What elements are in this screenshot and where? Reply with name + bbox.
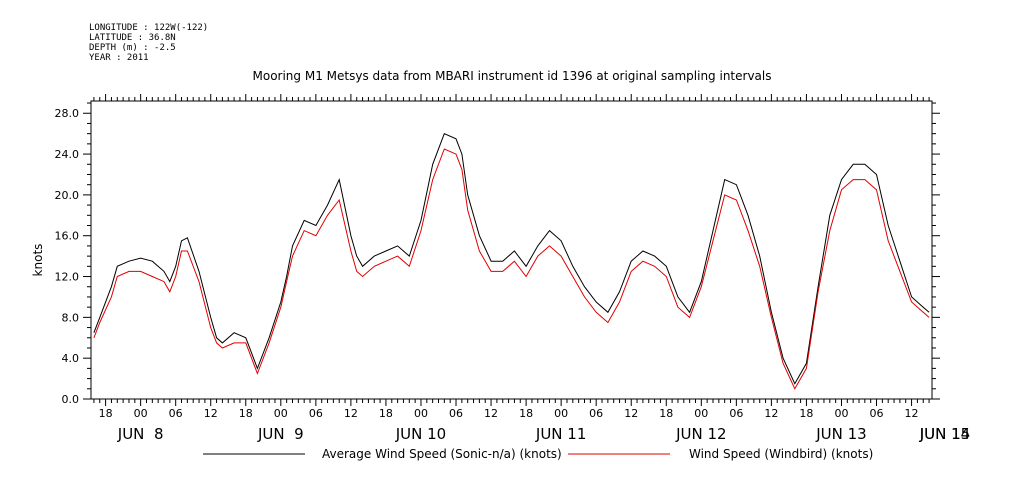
x-day-label: JUN 10 <box>395 425 446 443</box>
series-layer <box>93 133 930 390</box>
x-tick-label: 18 <box>519 407 533 420</box>
plot-frame <box>90 100 933 400</box>
x-tick-label: 00 <box>694 407 708 420</box>
x-tick-label: 06 <box>449 407 463 420</box>
x-day-label: JUN 14 <box>919 425 970 443</box>
x-tick-label: 12 <box>764 407 778 420</box>
y-tick-label: 0.0 <box>62 393 80 406</box>
x-tick-label: 18 <box>99 407 113 420</box>
x-tick-label: 12 <box>624 407 638 420</box>
x-day-label: JUN 13 <box>815 425 866 443</box>
x-tick-label: 00 <box>834 407 848 420</box>
x-tick-label: 06 <box>169 407 183 420</box>
x-tick-label: 12 <box>484 407 498 420</box>
x-tick-label: 06 <box>870 407 884 420</box>
y-tick-label: 20.0 <box>55 189 80 202</box>
x-day-label: JUN 12 <box>675 425 726 443</box>
x-tick-label: 06 <box>729 407 743 420</box>
x-tick-label: 12 <box>905 407 919 420</box>
y-tick-label: 4.0 <box>62 352 80 365</box>
x-tick-label: 18 <box>379 407 393 420</box>
meta-year: YEAR : 2011 <box>89 53 149 63</box>
y-axis-title: knots <box>31 244 45 277</box>
plot-axes: 0.0 4.0 8.0 12.0 16.0 20.0 24.0 28.0 18 00 06 12 18 0… <box>55 94 970 443</box>
x-tick-label: 00 <box>554 407 568 420</box>
x-tick-label: 18 <box>239 407 253 420</box>
meta-depth: DEPTH (m) : -2.5 <box>89 43 176 53</box>
x-day-label: JUN 9 <box>257 425 304 443</box>
series-line-sonic <box>93 133 930 385</box>
meta-longitude: LONGITUDE : 122W(-122) <box>89 23 208 33</box>
meta-latitude: LATITUDE : 36.8N <box>89 33 176 43</box>
x-day-label: JUN 8 <box>117 425 164 443</box>
chart-title: Mooring M1 Metsys data from MBARI instru… <box>253 69 772 83</box>
legend-label-sonic: Average Wind Speed (Sonic-n/a) (knots) <box>322 447 562 461</box>
y-tick-label: 8.0 <box>62 311 80 324</box>
x-tick-label: 06 <box>589 407 603 420</box>
legend-label-windbird: Wind Speed (Windbird) (knots) <box>689 447 873 461</box>
x-tick-label: 06 <box>309 407 323 420</box>
series-line-windbird <box>93 148 930 390</box>
y-tick-label: 28.0 <box>55 107 80 120</box>
x-tick-label: 18 <box>799 407 813 420</box>
legend: Average Wind Speed (Sonic-n/a) (knots) W… <box>203 447 873 461</box>
x-day-label: JUN 11 <box>535 425 586 443</box>
y-tick-label: 24.0 <box>55 148 80 161</box>
x-tick-label: 18 <box>659 407 673 420</box>
x-tick-label: 00 <box>274 407 288 420</box>
x-tick-label: 12 <box>204 407 218 420</box>
y-tick-label: 12.0 <box>55 271 80 284</box>
x-tick-label: 12 <box>344 407 358 420</box>
x-day-label: JUN 15 <box>919 425 970 443</box>
x-tick-label: 00 <box>134 407 148 420</box>
y-tick-label: 16.0 <box>55 230 80 243</box>
x-tick-label: 00 <box>414 407 428 420</box>
